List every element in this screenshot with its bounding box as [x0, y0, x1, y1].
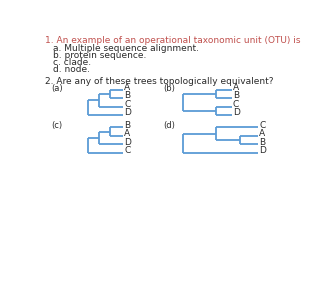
Text: B: B — [124, 121, 130, 130]
Text: d. node.: d. node. — [53, 65, 90, 74]
Text: D: D — [124, 108, 131, 117]
Text: c. clade.: c. clade. — [53, 58, 91, 67]
Text: (d): (d) — [164, 121, 176, 130]
Text: B: B — [259, 138, 265, 147]
Text: D: D — [259, 146, 266, 155]
Text: A: A — [124, 83, 130, 92]
Text: C: C — [124, 100, 130, 109]
Text: C: C — [259, 121, 265, 130]
Text: D: D — [124, 138, 131, 147]
Text: A: A — [124, 129, 130, 138]
Text: 2. Are any of these trees topologically equivalent?: 2. Are any of these trees topologically … — [45, 77, 274, 86]
Text: (c): (c) — [52, 121, 63, 130]
Text: B: B — [124, 91, 130, 100]
Text: (a): (a) — [52, 84, 63, 93]
Text: B: B — [233, 91, 239, 100]
Text: A: A — [259, 129, 265, 138]
Text: (b): (b) — [164, 84, 176, 93]
Text: C: C — [233, 100, 239, 109]
Text: 1. An example of an operational taxonomic unit (OTU) is: 1. An example of an operational taxonomi… — [45, 36, 301, 45]
Text: A: A — [233, 83, 239, 92]
Text: C: C — [124, 146, 130, 155]
Text: D: D — [233, 108, 239, 117]
Text: a. Multiple sequence alignment.: a. Multiple sequence alignment. — [53, 44, 199, 53]
Text: b. protein sequence.: b. protein sequence. — [53, 51, 146, 60]
